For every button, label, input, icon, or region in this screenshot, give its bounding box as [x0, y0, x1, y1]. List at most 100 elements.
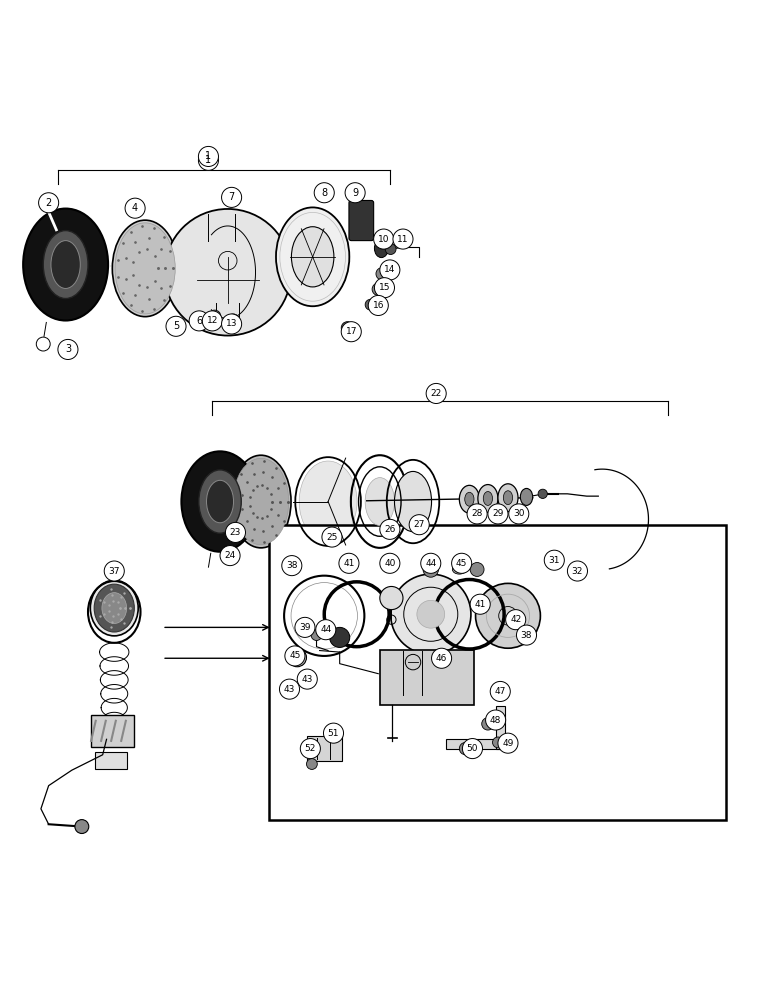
Ellipse shape [231, 455, 291, 548]
Text: 41: 41 [475, 600, 486, 609]
Bar [496, 706, 505, 749]
Circle shape [380, 586, 403, 610]
Text: 22: 22 [431, 389, 442, 398]
Text: 46: 46 [436, 654, 447, 663]
Text: 1: 1 [205, 151, 212, 161]
Bar [95, 752, 127, 769]
Circle shape [300, 739, 320, 759]
Circle shape [39, 193, 59, 213]
Ellipse shape [483, 492, 493, 505]
Ellipse shape [206, 480, 233, 523]
Ellipse shape [233, 458, 289, 545]
Text: 52: 52 [305, 744, 316, 753]
Ellipse shape [115, 223, 175, 314]
Text: 51: 51 [328, 729, 339, 738]
Circle shape [486, 710, 506, 730]
Text: 48: 48 [490, 716, 501, 725]
Circle shape [470, 594, 490, 614]
Text: 43: 43 [284, 685, 295, 694]
Ellipse shape [300, 461, 357, 542]
Ellipse shape [374, 239, 388, 258]
Text: 13: 13 [226, 319, 237, 328]
Text: 12: 12 [207, 316, 218, 325]
Text: 44: 44 [320, 625, 331, 634]
Text: 50: 50 [467, 744, 478, 753]
Text: 37: 37 [109, 567, 120, 576]
Circle shape [220, 546, 240, 566]
Text: 27: 27 [414, 520, 425, 529]
Circle shape [339, 553, 359, 573]
Text: 49: 49 [503, 739, 513, 748]
Ellipse shape [198, 470, 241, 533]
Ellipse shape [365, 478, 394, 525]
Text: 15: 15 [379, 283, 390, 292]
Text: 45: 45 [290, 651, 300, 660]
Circle shape [459, 742, 472, 755]
Circle shape [421, 553, 441, 573]
Text: 16: 16 [373, 301, 384, 310]
Circle shape [202, 311, 222, 331]
Circle shape [393, 229, 413, 249]
Circle shape [314, 183, 334, 203]
Text: 8: 8 [321, 188, 327, 198]
Ellipse shape [520, 488, 533, 505]
Circle shape [164, 209, 291, 336]
Circle shape [58, 339, 78, 359]
Circle shape [374, 229, 394, 249]
Text: 43: 43 [302, 675, 313, 684]
Circle shape [279, 679, 300, 699]
Bar [446, 739, 504, 749]
Circle shape [470, 563, 484, 576]
Circle shape [385, 244, 396, 255]
Circle shape [374, 278, 394, 298]
Circle shape [104, 561, 124, 581]
Text: 26: 26 [384, 525, 395, 534]
Circle shape [482, 718, 494, 730]
Text: 30: 30 [513, 509, 524, 518]
Text: 44: 44 [425, 559, 436, 568]
Circle shape [506, 610, 526, 630]
Circle shape [125, 198, 145, 218]
Circle shape [198, 146, 218, 166]
Circle shape [282, 556, 302, 576]
Circle shape [376, 268, 388, 280]
Ellipse shape [181, 451, 259, 552]
Circle shape [509, 504, 529, 524]
Ellipse shape [94, 584, 134, 632]
FancyBboxPatch shape [349, 200, 374, 241]
Circle shape [295, 617, 315, 637]
Ellipse shape [90, 580, 138, 636]
Text: 32: 32 [572, 567, 583, 576]
Bar [380, 650, 474, 705]
Circle shape [288, 648, 306, 667]
Circle shape [330, 627, 350, 647]
Circle shape [488, 504, 508, 524]
Ellipse shape [112, 220, 178, 317]
Circle shape [423, 562, 438, 577]
Ellipse shape [102, 593, 127, 624]
Circle shape [227, 314, 239, 326]
Text: 45: 45 [456, 559, 467, 568]
Text: 42: 42 [510, 615, 521, 624]
Circle shape [189, 311, 209, 331]
Ellipse shape [51, 241, 80, 288]
Circle shape [297, 669, 317, 689]
Bar [269, 525, 726, 820]
Circle shape [341, 322, 361, 342]
Text: 11: 11 [398, 235, 408, 244]
Text: 2: 2 [46, 198, 52, 208]
Ellipse shape [276, 207, 349, 306]
Ellipse shape [503, 491, 513, 505]
Circle shape [372, 283, 384, 295]
Ellipse shape [23, 209, 108, 321]
Text: 41: 41 [344, 559, 354, 568]
Ellipse shape [394, 471, 432, 532]
Circle shape [322, 527, 342, 547]
Circle shape [311, 630, 322, 641]
Circle shape [198, 150, 218, 170]
Ellipse shape [465, 492, 474, 506]
Ellipse shape [459, 485, 479, 513]
Circle shape [222, 314, 242, 334]
Text: 23: 23 [230, 528, 241, 537]
Circle shape [409, 515, 429, 535]
